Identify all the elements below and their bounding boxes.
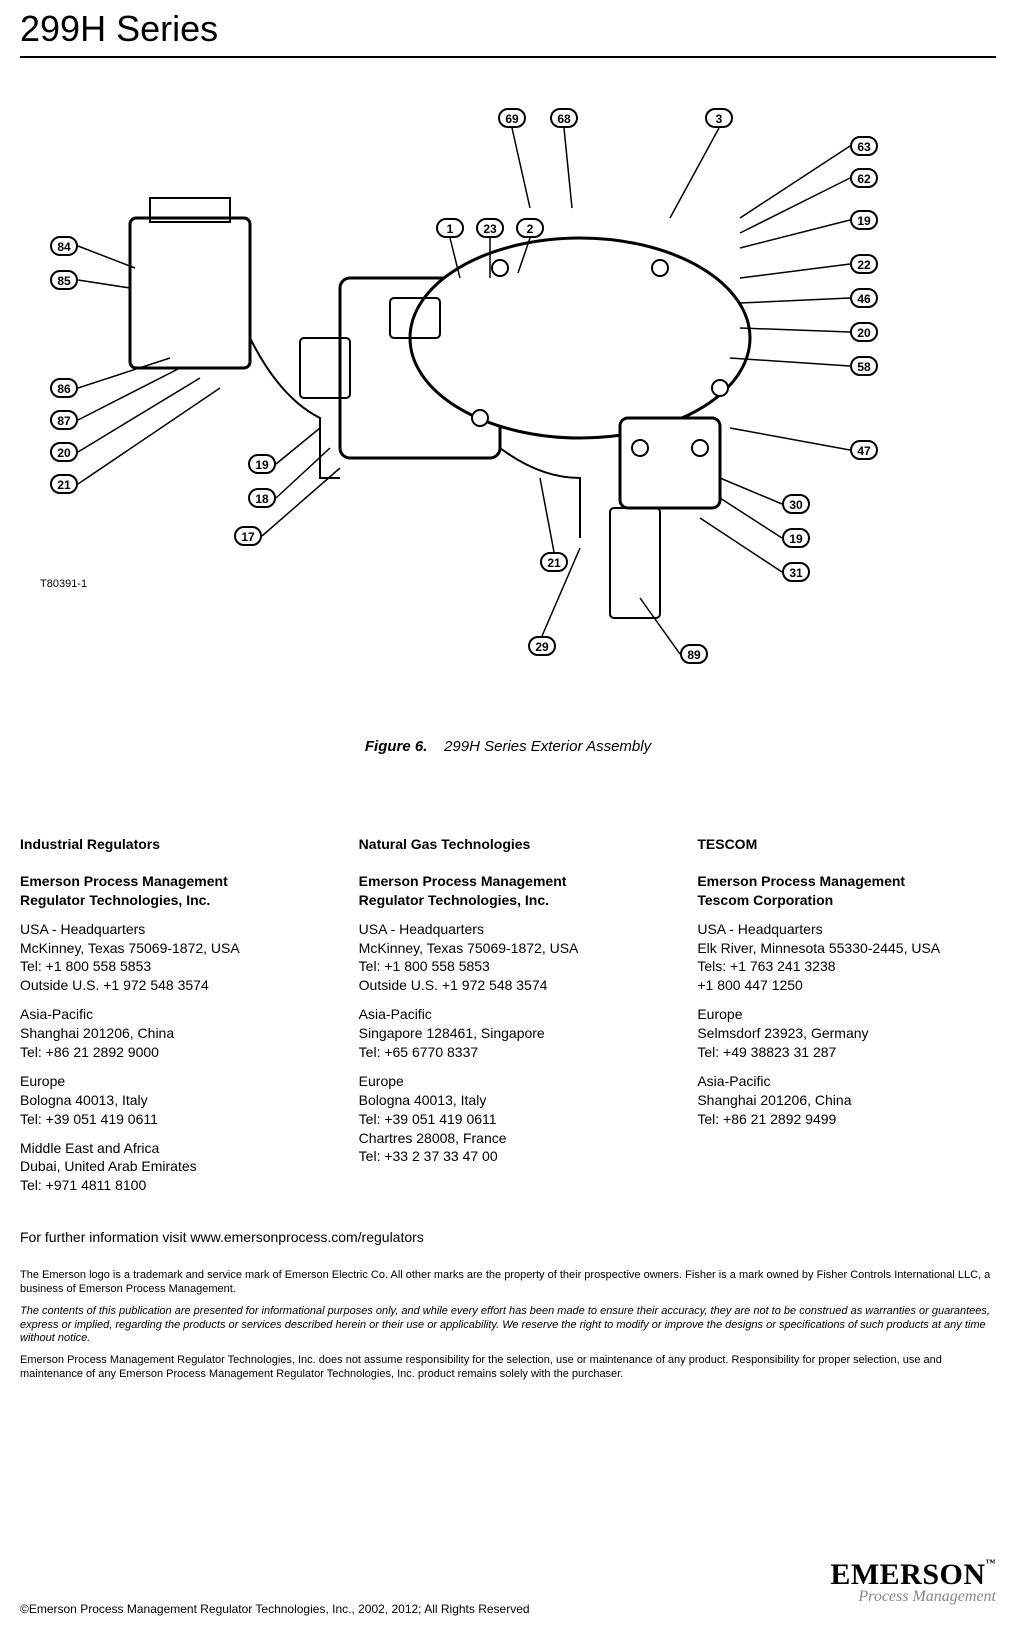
callout-17: 17 bbox=[234, 526, 262, 546]
callout-22: 22 bbox=[850, 254, 878, 274]
col3-loc-1: EuropeSelmsdorf 23923, GermanyTel: +49 3… bbox=[697, 1005, 996, 1062]
callout-19: 19 bbox=[782, 528, 810, 548]
callout-21: 21 bbox=[540, 552, 568, 572]
callout-30: 30 bbox=[782, 494, 810, 514]
callout-3: 3 bbox=[705, 108, 733, 128]
assembly-diagram: T80391-1 69 68 3 63 62 19 22 46 20 58 47 84 85 86 87 20… bbox=[20, 78, 996, 718]
legal-p2: The contents of this publication are pre… bbox=[20, 1305, 996, 1346]
callout-89: 89 bbox=[680, 644, 708, 664]
contacts-section: Industrial Regulators Emerson Process Ma… bbox=[20, 835, 996, 1205]
further-info: For further information visit www.emerso… bbox=[20, 1229, 996, 1245]
contacts-col-3: TESCOM Emerson Process ManagementTescom … bbox=[697, 835, 996, 1205]
callout-31: 31 bbox=[782, 562, 810, 582]
callout-21: 21 bbox=[50, 474, 78, 494]
figure-title: 299H Series Exterior Assembly bbox=[444, 738, 651, 755]
callout-23: 23 bbox=[476, 218, 504, 238]
col1-loc-2: EuropeBologna 40013, ItalyTel: +39 051 4… bbox=[20, 1072, 319, 1129]
page-title: 299H Series bbox=[20, 0, 996, 58]
col2-loc-2: EuropeBologna 40013, ItalyTel: +39 051 4… bbox=[359, 1072, 658, 1166]
col3-loc-2: Asia-PacificShanghai 201206, ChinaTel: +… bbox=[697, 1072, 996, 1129]
contacts-col-2: Natural Gas Technologies Emerson Process… bbox=[359, 835, 658, 1205]
callout-62: 62 bbox=[850, 168, 878, 188]
callout-20: 20 bbox=[850, 322, 878, 342]
callout-84: 84 bbox=[50, 236, 78, 256]
callout-20: 20 bbox=[50, 442, 78, 462]
callout-87: 87 bbox=[50, 410, 78, 430]
legal-p1: The Emerson logo is a trademark and serv… bbox=[20, 1269, 996, 1297]
logo-brand: EMERSON bbox=[830, 1558, 996, 1592]
diagram-id-label: T80391-1 bbox=[40, 578, 87, 590]
callout-2: 2 bbox=[516, 218, 544, 238]
callout-68: 68 bbox=[550, 108, 578, 128]
callout-18: 18 bbox=[248, 488, 276, 508]
legal-text: The Emerson logo is a trademark and serv… bbox=[20, 1269, 996, 1381]
col2-loc-0: USA - HeadquartersMcKinney, Texas 75069-… bbox=[359, 920, 658, 996]
col1-loc-0: USA - HeadquartersMcKinney, Texas 75069-… bbox=[20, 920, 319, 996]
contacts-col-1: Industrial Regulators Emerson Process Ma… bbox=[20, 835, 319, 1205]
col2-company: Emerson Process ManagementRegulator Tech… bbox=[359, 872, 658, 910]
callout-63: 63 bbox=[850, 136, 878, 156]
col3-company: Emerson Process ManagementTescom Corpora… bbox=[697, 872, 996, 910]
col1-loc-3: Middle East and AfricaDubai, United Arab… bbox=[20, 1139, 319, 1196]
col1-heading: Industrial Regulators bbox=[20, 835, 319, 854]
callout-86: 86 bbox=[50, 378, 78, 398]
emerson-logo: EMERSON Process Management bbox=[830, 1558, 996, 1606]
callout-1: 1 bbox=[436, 218, 464, 238]
callout-19: 19 bbox=[850, 210, 878, 230]
callout-46: 46 bbox=[850, 288, 878, 308]
col2-heading: Natural Gas Technologies bbox=[359, 835, 658, 854]
col1-loc-1: Asia-PacificShanghai 201206, ChinaTel: +… bbox=[20, 1005, 319, 1062]
col3-loc-0: USA - HeadquartersElk River, Minnesota 5… bbox=[697, 920, 996, 996]
callout-58: 58 bbox=[850, 356, 878, 376]
callout-19: 19 bbox=[248, 454, 276, 474]
callout-85: 85 bbox=[50, 270, 78, 290]
legal-p3: Emerson Process Management Regulator Tec… bbox=[20, 1354, 996, 1382]
callout-69: 69 bbox=[498, 108, 526, 128]
copyright-text: ©Emerson Process Management Regulator Te… bbox=[20, 1602, 530, 1616]
figure-caption: Figure 6. 299H Series Exterior Assembly bbox=[20, 738, 996, 755]
callout-29: 29 bbox=[528, 636, 556, 656]
col2-loc-1: Asia-PacificSingapore 128461, SingaporeT… bbox=[359, 1005, 658, 1062]
col1-company: Emerson Process ManagementRegulator Tech… bbox=[20, 872, 319, 910]
callout-47: 47 bbox=[850, 440, 878, 460]
col3-heading: TESCOM bbox=[697, 835, 996, 854]
figure-number: Figure 6. bbox=[365, 738, 428, 755]
